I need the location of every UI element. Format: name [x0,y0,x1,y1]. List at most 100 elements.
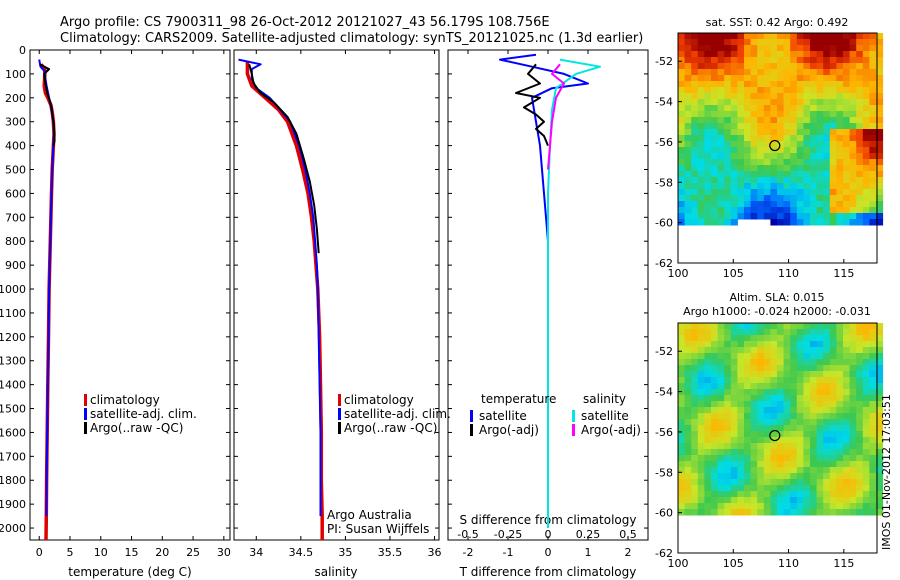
heatmap-cell [757,485,765,492]
heatmap-cell [744,407,752,414]
heatmap-cell [876,69,884,76]
heatmap-cell [862,407,870,414]
heatmap-cell [717,359,725,366]
sst_map-ytick-label: -56 [655,136,673,149]
heatmap-cell [849,57,857,64]
heatmap-cell [697,503,705,510]
heatmap-cell [796,413,804,420]
heatmap-cell [717,467,725,474]
heatmap-cell [770,165,778,172]
heatmap-cell [777,171,785,178]
heatmap-cell [823,147,831,154]
heatmap-cell [796,479,804,486]
heatmap-cell [777,177,785,184]
heatmap-cell [836,365,844,372]
heatmap-cell [876,183,884,190]
heatmap-cell [697,329,705,336]
heatmap-cell [790,353,798,360]
heatmap-cell [869,75,877,82]
heatmap-cell [843,153,851,160]
heatmap-cell [770,195,778,202]
heatmap-cell [803,479,811,486]
heatmap-cell [856,323,864,330]
heatmap-cell [717,425,725,432]
heatmap-cell [711,183,719,190]
heatmap-cell [697,371,705,378]
salinity-xtick-label: 35 [338,546,352,559]
heatmap-cell [836,213,844,220]
heatmap-cell [849,395,857,402]
heatmap-cell [829,473,837,480]
salinity-xtick-label: 36 [428,546,442,559]
salinity-panel: salinity Argo Australia PI: Susan Wijffe… [233,49,451,579]
heatmap-cell [810,57,818,64]
heatmap-cell [744,99,752,106]
heatmap-cell [730,213,738,220]
heatmap-cell [770,171,778,178]
heatmap-cell [711,129,719,136]
heatmap-cell [777,323,785,330]
heatmap-cell [843,335,851,342]
heatmap-cell [724,195,732,202]
heatmap-cell [856,63,864,70]
heatmap-cell [810,33,818,40]
heatmap-cell [783,389,791,396]
heatmap-cell [737,509,745,516]
heatmap-cell [757,111,765,118]
heatmap-cell [869,443,877,450]
heatmap-cell [823,425,831,432]
heatmap-cell [684,99,692,106]
heatmap-cell [711,81,719,88]
heatmap-cell [803,177,811,184]
heatmap-cell [816,51,824,58]
heatmap-cell [730,389,738,396]
heatmap-cell [810,467,818,474]
heatmap-cell [862,111,870,118]
heatmap-cell [730,455,738,462]
heatmap-cell [816,123,824,130]
heatmap-cell [730,479,738,486]
heatmap-cell [691,105,699,112]
heatmap-cell [684,189,692,196]
heatmap-cell [750,455,758,462]
heatmap-cell [684,485,692,492]
heatmap-cell [684,383,692,390]
heatmap-cell [711,383,719,390]
heatmap-cell [816,99,824,106]
heatmap-cell [790,461,798,468]
heatmap-cell [823,111,831,118]
heatmap-cell [724,323,732,330]
heatmap-cell [869,377,877,384]
heatmap-cell [744,443,752,450]
heatmap-cell [856,219,864,226]
heatmap-cell [697,189,705,196]
heatmap-cell [862,365,870,372]
heatmap-cell [862,497,870,504]
heatmap-cell [862,105,870,112]
heatmap-cell [757,443,765,450]
heatmap-cell [750,141,758,148]
heatmap-cell [876,431,884,438]
heatmap-cell [783,93,791,100]
heatmap-cell [796,323,804,330]
heatmap-cell [796,99,804,106]
heatmap-cell [730,329,738,336]
heatmap-cell [770,383,778,390]
heatmap-cell [757,383,765,390]
heatmap-cell [777,359,785,366]
heatmap-cell [869,491,877,498]
heatmap-cell [843,213,851,220]
heatmap-cell [783,509,791,516]
heatmap-cell [704,141,712,148]
heatmap-cell [810,183,818,190]
heatmap-cell [783,407,791,414]
heatmap-cell [829,359,837,366]
heatmap-cell [803,449,811,456]
salinity-series-line-1 [238,58,322,517]
heatmap-cell [704,135,712,142]
heatmap-cell [823,219,831,226]
heatmap-cell [763,401,771,408]
differences-xtick-label: 0 [545,546,552,559]
heatmap-cell [803,437,811,444]
heatmap-cell [737,491,745,498]
